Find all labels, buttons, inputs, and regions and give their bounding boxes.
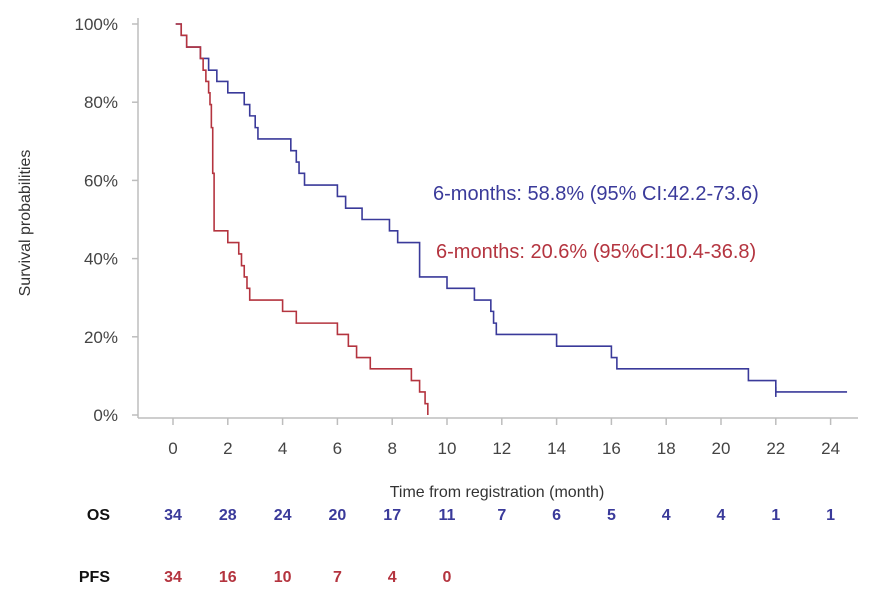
risk-count: 1: [771, 507, 780, 524]
risk-count: 4: [388, 569, 397, 586]
x-tick-label: 16: [602, 439, 621, 458]
x-tick-label: 0: [168, 439, 177, 458]
risk-count: 6: [552, 507, 561, 524]
risk-count: 0: [443, 569, 452, 586]
os-annotation: 6-months: 58.8% (95% CI:42.2-73.6): [433, 183, 759, 205]
axes: 0%20%40%60%80%100%0 2 4 6 8 10 12 14 16 18 20 22 24: [75, 15, 858, 458]
risk-count: 5: [607, 507, 616, 524]
y-tick-label: 60%: [84, 171, 118, 190]
y-tick-label: 80%: [84, 93, 118, 112]
x-tick-label: 10: [438, 439, 457, 458]
curve-pfs: [175, 23, 429, 415]
risk-count: 20: [329, 507, 347, 524]
y-tick-label: 20%: [84, 328, 118, 347]
risk-count: 28: [219, 507, 237, 524]
risk-count: 17: [383, 507, 401, 524]
risk-count: 34: [164, 507, 182, 524]
y-tick-label: 100%: [75, 15, 118, 34]
risk-count: 10: [274, 569, 292, 586]
risk-row-label-pfs: PFS: [79, 569, 110, 586]
x-tick-label: 6: [333, 439, 342, 458]
x-tick-label: 14: [547, 439, 566, 458]
x-tick-label: 2: [223, 439, 232, 458]
risk-count: 4: [717, 507, 726, 524]
x-tick-label: 20: [712, 439, 731, 458]
x-tick-label: 8: [387, 439, 396, 458]
risk-count: 1: [826, 507, 835, 524]
risk-row-label-os: OS: [87, 507, 110, 524]
risk-count: 16: [219, 569, 237, 586]
x-tick-label: 4: [278, 439, 287, 458]
x-tick-label: 24: [821, 439, 840, 458]
curve-os: [175, 23, 848, 393]
y-tick-label: 0%: [93, 406, 118, 425]
risk-count: 7: [497, 507, 506, 524]
pfs-annotation: 6-months: 20.6% (95%CI:10.4-36.8): [436, 241, 756, 263]
x-tick-label: 18: [657, 439, 676, 458]
risk-count: 11: [439, 507, 456, 524]
risk-count: 4: [662, 507, 671, 524]
x-tick-label: 12: [492, 439, 511, 458]
survival-curves: [175, 23, 848, 415]
y-tick-label: 40%: [84, 250, 118, 269]
risk-count: 24: [274, 507, 292, 524]
x-axis-title: Time from registration (month): [390, 484, 605, 501]
y-axis-title: Survival probabilities: [17, 150, 34, 297]
risk-count: 34: [164, 569, 182, 586]
risk-count: 7: [333, 569, 342, 586]
x-tick-label: 22: [766, 439, 785, 458]
